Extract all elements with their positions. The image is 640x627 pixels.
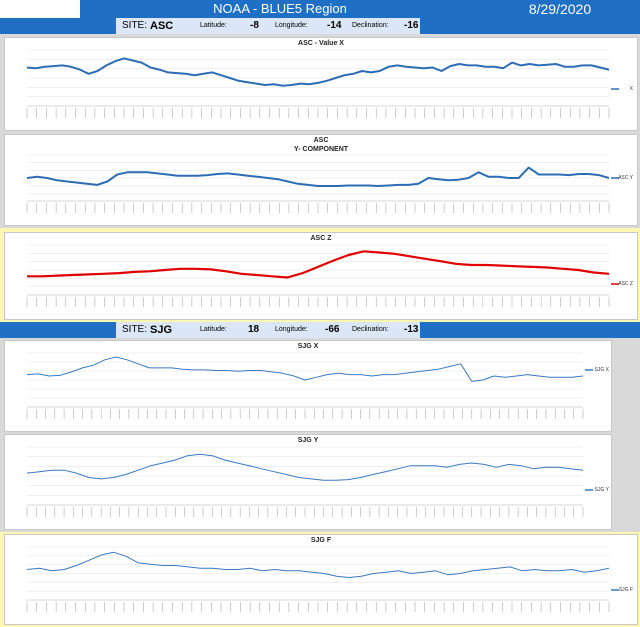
chart-legend: SJG X <box>594 367 609 373</box>
chart-asc-z: ASC Z ASC Z <box>4 232 638 320</box>
series-line <box>27 250 610 279</box>
series-line <box>26 356 584 382</box>
chart-svg <box>26 352 593 419</box>
series-line <box>26 453 584 481</box>
chart-legend: ASC Z <box>618 281 633 287</box>
site-bar-sjg: SITE: SJG Latitude: 18 Longitude: -66 De… <box>0 322 640 338</box>
declination-value: -13 <box>404 324 419 335</box>
site-info-panel <box>116 322 420 338</box>
chart-legend: X <box>629 86 633 92</box>
chart-legend: ASC Y <box>618 175 633 181</box>
chart-svg <box>26 154 619 213</box>
chart-panel-asc-y: ASC Y- COMPONENT ASC Y <box>0 132 640 228</box>
longitude-value: -66 <box>325 324 340 335</box>
chart-sjg-x: SJG X SJG X <box>4 340 612 432</box>
longitude-label: Longitude: <box>275 326 308 333</box>
chart-sjg-f: SJG F SJG F <box>4 534 638 625</box>
longitude-value: -14 <box>327 20 342 31</box>
chart-sjg-y: SJG Y SJG Y <box>4 434 612 530</box>
series-line <box>26 166 610 187</box>
chart-asc-y: ASC Y- COMPONENT ASC Y <box>4 134 638 226</box>
latitude-label: Latitude: <box>200 326 227 333</box>
series-line <box>26 57 610 87</box>
chart-subtitle: Y- COMPONENT <box>293 146 349 153</box>
chart-title: SJG X <box>297 343 319 350</box>
chart-svg <box>26 49 619 118</box>
latitude-value: 18 <box>248 324 260 335</box>
site-bar-asc: SITE: ASC Latitude: -8 Longitude: -14 De… <box>0 18 640 34</box>
chart-title: ASC - Value X <box>298 40 344 47</box>
site-label: SITE: <box>122 20 148 31</box>
chart-legend: SJG F <box>618 587 633 593</box>
chart-panel-asc-x: ASC - Value X X <box>0 34 640 132</box>
series-line <box>26 551 610 578</box>
page-title: NOAA - BLUE5 Region <box>80 0 480 18</box>
report-date: 8/29/2020 <box>480 0 640 18</box>
latitude-value: -8 <box>250 20 259 31</box>
chart-panel-sjg-f: SJG F SJG F <box>0 532 640 627</box>
chart-svg <box>26 244 619 307</box>
site-code: ASC <box>150 20 174 32</box>
longitude-label: Longitude: <box>275 22 308 29</box>
chart-svg <box>26 446 593 517</box>
chart-asc-x: ASC - Value X X <box>4 37 638 131</box>
chart-legend: SJG Y <box>594 487 609 493</box>
latitude-label: Latitude: <box>200 22 227 29</box>
chart-title: ASC <box>313 137 329 144</box>
site-info-panel <box>116 18 420 34</box>
chart-title: SJG Y <box>297 437 319 444</box>
chart-title: SJG F <box>310 537 332 544</box>
site-code: SJG <box>150 324 173 336</box>
declination-value: -16 <box>404 20 419 31</box>
chart-panel-sjg-y: SJG Y SJG Y <box>0 432 640 532</box>
chart-svg <box>26 546 619 612</box>
chart-panel-sjg-x: SJG X SJG X <box>0 338 640 432</box>
site-label: SITE: <box>122 324 148 335</box>
chart-title: ASC Z <box>310 235 332 242</box>
declination-label: Declination: <box>352 22 389 29</box>
chart-panel-asc-z: ASC Z ASC Z <box>0 228 640 322</box>
declination-label: Declination: <box>352 326 389 333</box>
